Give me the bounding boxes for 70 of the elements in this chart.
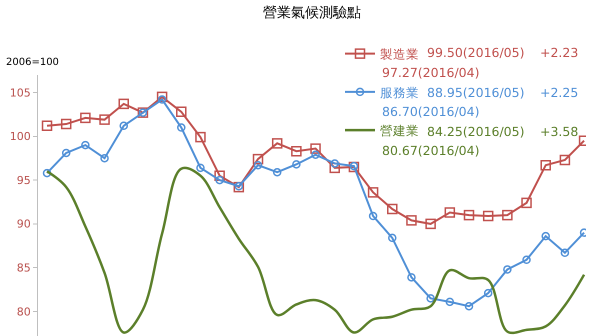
- y-tick-label: 105: [10, 86, 31, 100]
- y-tick-label: 100: [10, 130, 31, 144]
- annotation: 80.67(2016/04): [382, 143, 480, 158]
- point: [407, 273, 416, 282]
- point: [310, 143, 321, 154]
- point: [62, 148, 70, 158]
- point: [426, 294, 435, 303]
- annotation: +2.25: [540, 85, 578, 100]
- point: [100, 154, 109, 162]
- point: [406, 215, 417, 226]
- legend-label: 製造業: [380, 46, 419, 62]
- point: [444, 207, 456, 218]
- point: [521, 198, 532, 208]
- point: [329, 162, 340, 174]
- y-axis-title: 2006=100: [6, 57, 59, 68]
- point: [502, 210, 513, 220]
- point: [158, 95, 166, 104]
- annotation: 88.95(2016/05): [427, 85, 524, 100]
- point: [368, 187, 378, 198]
- text: 99.50(2016/05): [427, 45, 524, 60]
- point: [272, 168, 282, 176]
- point: [81, 140, 90, 150]
- point: [195, 132, 206, 142]
- y-tick-label: 90: [16, 218, 31, 231]
- point: [176, 106, 187, 118]
- annotation: 97.27(2016/04): [382, 65, 480, 80]
- point: [311, 150, 320, 159]
- y-tick-label: 80: [16, 305, 31, 318]
- y-tick-label: 95: [16, 174, 31, 187]
- text: +2.23: [540, 45, 578, 60]
- point: [484, 288, 492, 298]
- point: [541, 232, 550, 240]
- point: [368, 212, 378, 220]
- point: [503, 265, 512, 274]
- point: [291, 146, 302, 156]
- point: [156, 92, 168, 102]
- point: [252, 154, 264, 164]
- point: [522, 256, 531, 264]
- point: [99, 114, 110, 125]
- point: [254, 160, 262, 170]
- point: [464, 302, 474, 310]
- point: [42, 168, 52, 178]
- annotation: 84.25(2016/05): [427, 124, 524, 139]
- point: [446, 298, 454, 306]
- point: [540, 160, 551, 170]
- point: [119, 122, 128, 130]
- point: [215, 176, 224, 184]
- point: [80, 112, 91, 124]
- point: [388, 234, 397, 242]
- point: [272, 138, 282, 149]
- point: [425, 218, 436, 230]
- point: [482, 210, 494, 222]
- chart-title: 營業氣候測驗點: [263, 4, 361, 21]
- annotation: 86.70(2016/04): [382, 104, 480, 119]
- annotation: +3.58: [540, 124, 578, 139]
- point: [177, 123, 186, 132]
- point: [196, 164, 205, 172]
- point: [560, 154, 570, 166]
- y-tick-label: 85: [16, 262, 31, 275]
- point: [60, 118, 72, 130]
- point: [560, 248, 570, 258]
- legend-label: 服務業: [380, 84, 419, 100]
- point: [464, 210, 474, 220]
- point: [292, 160, 301, 169]
- point: [387, 204, 398, 214]
- point: [118, 98, 129, 110]
- point: [42, 120, 52, 132]
- legend-label: 營建業: [380, 123, 419, 138]
- point: [330, 159, 339, 168]
- point: [214, 170, 225, 181]
